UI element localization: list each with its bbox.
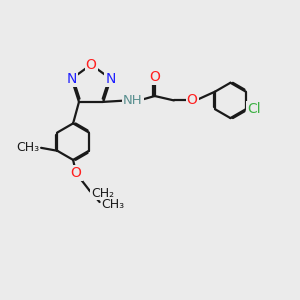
Text: NH: NH: [123, 94, 142, 107]
Text: O: O: [70, 166, 82, 180]
Text: CH₃: CH₃: [101, 198, 124, 211]
Text: N: N: [106, 72, 116, 86]
Text: Cl: Cl: [247, 102, 260, 116]
Text: N: N: [66, 72, 77, 86]
Text: CH₃: CH₃: [16, 141, 40, 154]
Text: O: O: [187, 93, 198, 107]
Text: CH₂: CH₂: [91, 187, 114, 200]
Text: O: O: [86, 58, 97, 72]
Text: O: O: [149, 70, 160, 84]
